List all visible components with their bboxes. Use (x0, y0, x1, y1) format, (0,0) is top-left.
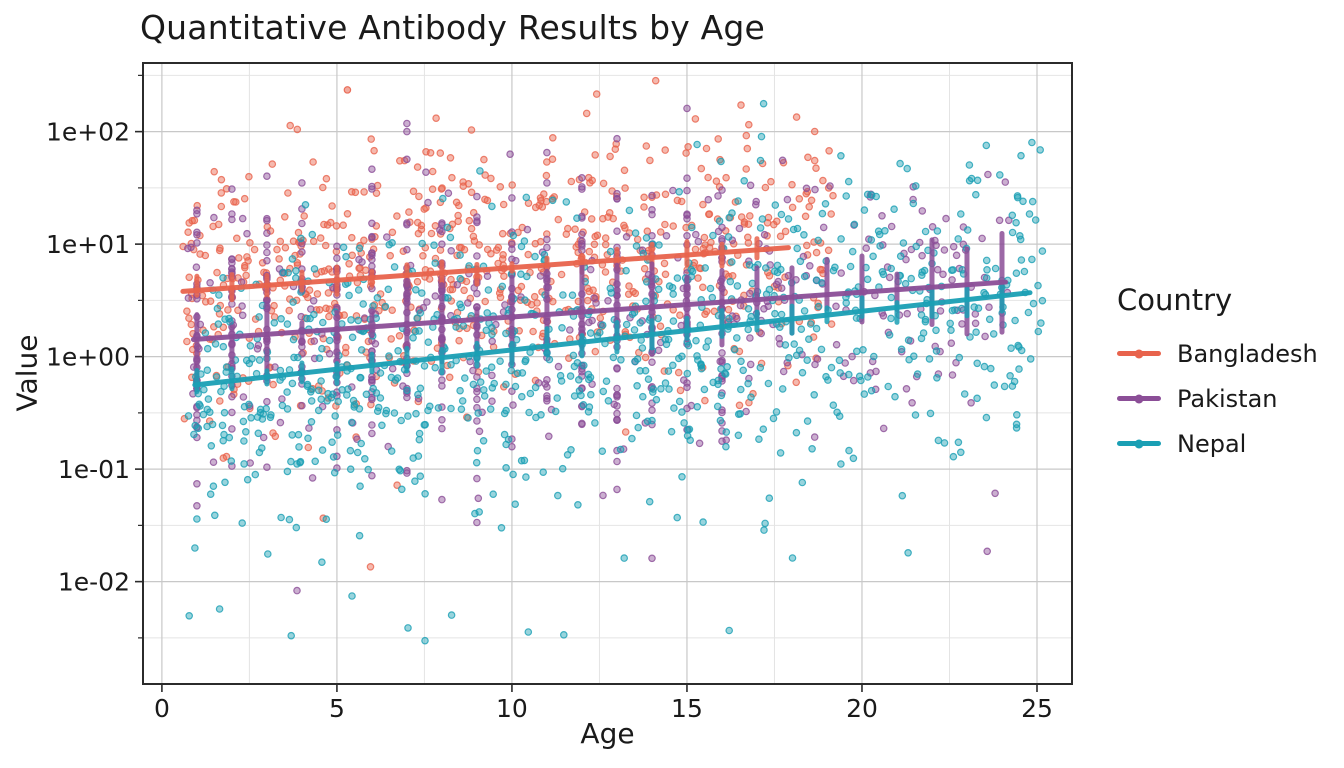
grid-minor (143, 63, 1072, 684)
line-dot-key-icon (1117, 438, 1161, 450)
scatter-points-bangladesh (179, 76, 837, 571)
trend-line-bangladesh (180, 245, 791, 294)
axis-tick-labels: 0 5 10 15 20 25 1e+02 1e+01 1e+00 1e-01 1e-02 (46, 118, 1053, 723)
x-tick-label: 15 (671, 694, 703, 723)
x-tick-label: 0 (154, 694, 170, 723)
panel-border (142, 62, 1073, 685)
y-tick-label: 1e+00 (46, 343, 130, 372)
line-dot-key-icon (1117, 348, 1161, 360)
trend-line-nepal (192, 290, 1033, 388)
y-tick-label: 1e+01 (46, 230, 130, 259)
y-tick-label: 1e-01 (58, 455, 130, 484)
legend-item-nepal: Nepal (1117, 421, 1318, 466)
legend-label: Pakistan (1177, 384, 1278, 413)
legend-item-bangladesh: Bangladesh (1117, 331, 1318, 376)
x-tick-label: 20 (846, 694, 878, 723)
x-tick-label: 5 (329, 694, 345, 723)
line-dot-key-icon (1117, 393, 1161, 405)
legend-title: Country (1117, 283, 1233, 317)
legend: Country Bangladesh Pakistan Nepal (1117, 283, 1318, 466)
trend-line-pakistan (190, 279, 1008, 342)
y-axis-title: Value (10, 334, 44, 412)
x-axis-title: Age (580, 717, 635, 750)
scatter-layer (179, 76, 1047, 645)
x-tick-label: 10 (496, 694, 528, 723)
x-tick-label: 25 (1021, 694, 1053, 723)
legend-item-pakistan: Pakistan (1117, 376, 1318, 421)
chart-title: Quantitative Antibody Results by Age (140, 8, 766, 47)
y-tick-label: 1e+02 (46, 118, 130, 147)
y-tick-label: 1e-02 (58, 568, 130, 597)
legend-label: Nepal (1177, 429, 1247, 458)
legend-label: Bangladesh (1177, 339, 1318, 368)
axis-ticks (135, 74, 1038, 692)
trend-line-layer (180, 245, 1033, 388)
highlight-points (343, 86, 352, 94)
